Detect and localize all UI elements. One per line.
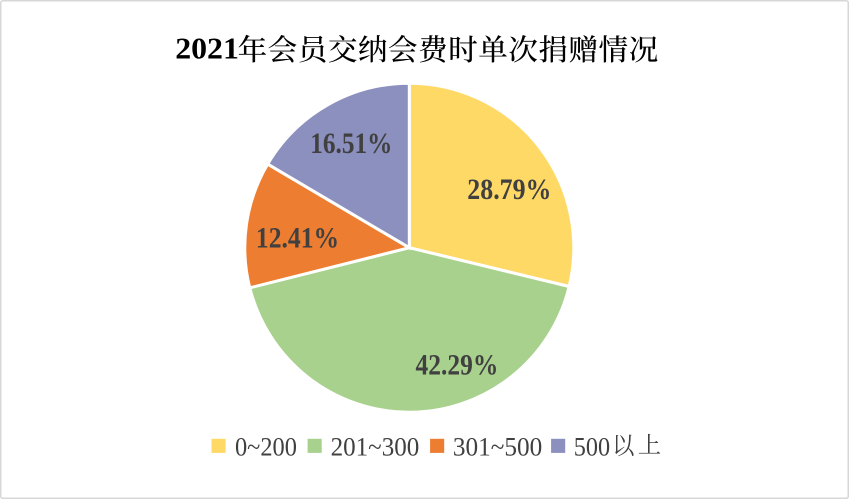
svg-text:16.51%: 16.51%	[310, 127, 392, 159]
svg-text:28.79%: 28.79%	[467, 172, 551, 205]
svg-text:2021: 2021	[175, 31, 239, 66]
svg-text:201~300: 201~300	[331, 432, 420, 462]
svg-text:0~200: 0~200	[235, 431, 297, 461]
svg-text:500: 500	[574, 431, 610, 461]
svg-text:12.41%: 12.41%	[256, 221, 339, 254]
svg-text:42.29%: 42.29%	[416, 349, 499, 381]
svg-text:301~500: 301~500	[453, 432, 542, 462]
